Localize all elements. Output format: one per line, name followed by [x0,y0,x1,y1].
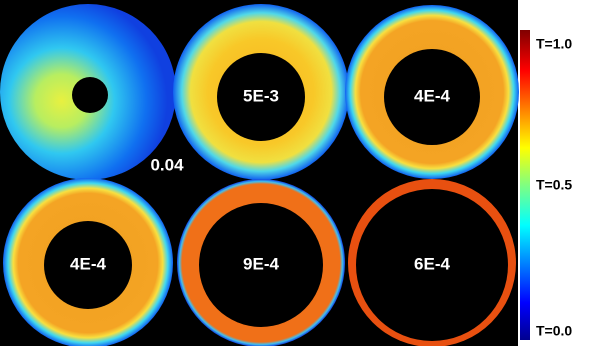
colorbar-label: T=0.0 [536,323,572,339]
colorbar-label: T=1.0 [536,36,572,52]
panel-label: 6E-4 [414,254,450,273]
colorbar-label: T=0.5 [536,177,572,193]
colorbar [520,30,530,340]
panel-label: 4E-4 [414,86,450,105]
panel-label: 5E-3 [243,86,279,105]
panel-label: 9E-4 [243,254,279,273]
panel-core [72,77,108,113]
page: 0.04 5E-3 4E-4 4E-4 9E-4 6E-4 T=1.0 T=0.… [0,0,593,346]
figure: 0.04 5E-3 4E-4 4E-4 9E-4 6E-4 T=1.0 T=0.… [0,0,593,346]
panel-label: 0.04 [150,155,184,174]
panel-label: 4E-4 [70,254,106,273]
